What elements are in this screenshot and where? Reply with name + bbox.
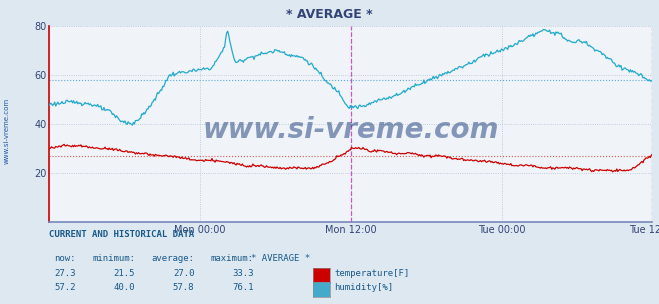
Text: 21.5: 21.5 (113, 269, 135, 278)
Text: maximum:: maximum: (211, 254, 254, 263)
Text: www.si-vreme.com: www.si-vreme.com (203, 116, 499, 144)
Text: www.si-vreme.com: www.si-vreme.com (3, 98, 10, 164)
Text: humidity[%]: humidity[%] (334, 283, 393, 292)
Text: 40.0: 40.0 (113, 283, 135, 292)
Text: temperature[F]: temperature[F] (334, 269, 409, 278)
Text: * AVERAGE *: * AVERAGE * (286, 8, 373, 21)
Text: * AVERAGE *: * AVERAGE * (250, 254, 310, 263)
Text: 33.3: 33.3 (232, 269, 254, 278)
Text: now:: now: (54, 254, 76, 263)
Text: average:: average: (152, 254, 194, 263)
Text: CURRENT AND HISTORICAL DATA: CURRENT AND HISTORICAL DATA (49, 230, 194, 239)
Text: 27.0: 27.0 (173, 269, 194, 278)
Text: minimum:: minimum: (92, 254, 135, 263)
Text: 27.3: 27.3 (54, 269, 76, 278)
Text: 57.2: 57.2 (54, 283, 76, 292)
Text: 57.8: 57.8 (173, 283, 194, 292)
Text: 76.1: 76.1 (232, 283, 254, 292)
